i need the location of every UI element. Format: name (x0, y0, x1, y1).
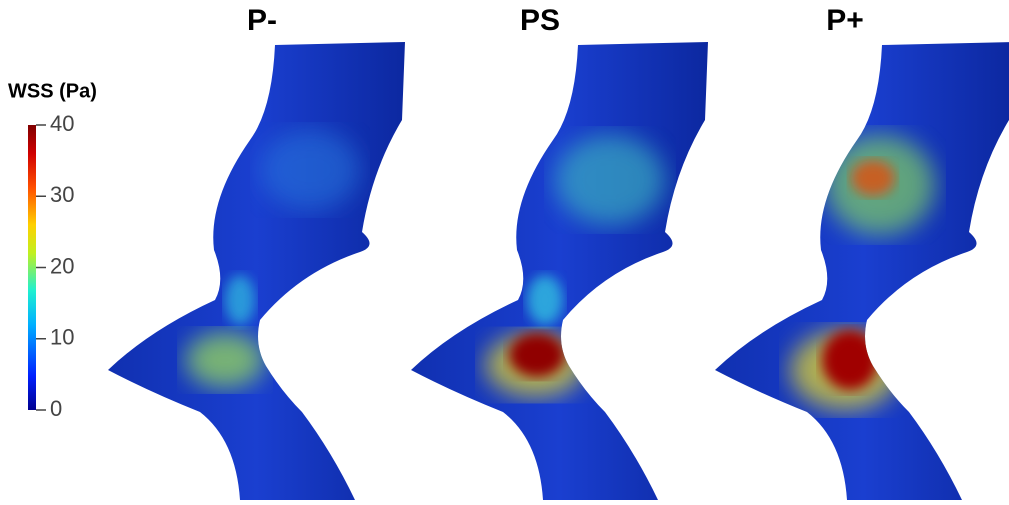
colorbar-tick-label: 10 (50, 325, 74, 350)
colorbar-title: WSS (Pa) (8, 80, 97, 102)
colorbar-tick-label: 30 (50, 182, 74, 207)
colorbar-tick-label: 40 (50, 111, 74, 136)
vessel-p-minus (108, 42, 405, 500)
vessel-p-plus (715, 42, 1009, 500)
panel-title: P+ (826, 4, 864, 37)
colorbar-tick-label: 0 (50, 396, 62, 421)
vessel-ps (411, 42, 708, 500)
colorbar (28, 125, 36, 410)
figure: P- PS P+ WSS (Pa) 0 10 20 30 40 (0, 0, 1009, 505)
panel-title: PS (520, 4, 560, 37)
colorbar-tick-label: 20 (50, 253, 74, 278)
panel-title: P- (247, 4, 277, 37)
